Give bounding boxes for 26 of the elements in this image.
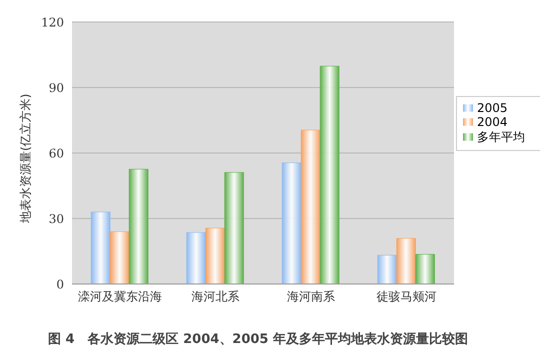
bar [300,130,320,284]
x-tick-label: 海河北系 [191,290,240,304]
x-tick-label: 滦河及冀东沿海 [78,290,162,304]
bar [282,162,302,284]
y-tick-label: 30 [48,212,64,226]
y-tick-label: 90 [48,80,64,95]
bar [396,238,416,284]
y-tick-label: 60 [48,146,64,160]
bar [224,172,244,284]
text: 图 4 各水资源二级区 2004、2005 年及多年平均地表水资源量比较图 [48,331,468,348]
x-tick-label: 海河南系 [286,290,335,304]
bar [320,66,340,284]
bar [415,254,435,284]
y-tick-label: 0 [56,277,64,292]
bar [90,212,110,284]
bar [205,228,225,284]
y-axis-title: 地表水资源量(亿立方米) [18,94,32,224]
legend-label: 2004 [477,114,508,128]
bar [128,168,148,284]
bar [377,254,397,284]
bar [110,231,130,284]
bar [186,232,206,284]
legend-label: 多年平均 [477,130,525,144]
x-tick-label: 徒骇马颊河 [376,290,436,304]
legend-label: 2005 [477,100,508,114]
y-tick-label: 120 [41,15,64,30]
